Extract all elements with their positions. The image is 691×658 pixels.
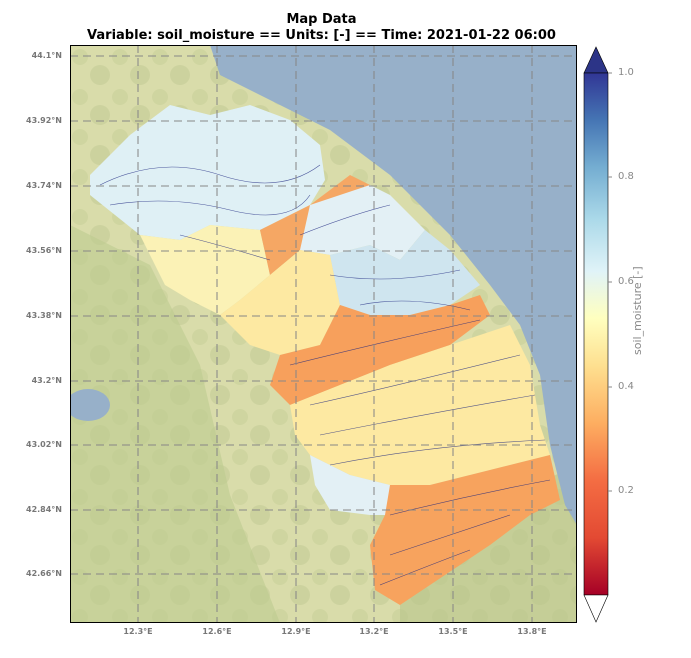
basin-blue-mid bbox=[330, 230, 480, 315]
basin-yellow-west bbox=[140, 225, 270, 315]
map-frame bbox=[70, 45, 577, 623]
basin-south-yellow bbox=[290, 325, 550, 485]
lat-tick: 43.38°N bbox=[26, 311, 62, 320]
basin-orange-2 bbox=[270, 295, 490, 405]
lat-tick: 44.1°N bbox=[31, 51, 62, 60]
trasimeno-lake bbox=[70, 389, 110, 421]
lon-tick: 12.3°E bbox=[123, 627, 153, 636]
colorbar-tick: 0.2 bbox=[618, 485, 634, 496]
lat-tick: 43.2°N bbox=[31, 376, 62, 385]
colorbar-tick: 1.0 bbox=[618, 67, 634, 78]
lat-tick: 42.66°N bbox=[26, 569, 62, 578]
lon-tick: 13.8°E bbox=[517, 627, 547, 636]
basin-light-mid bbox=[300, 185, 425, 260]
colorbar-gradient bbox=[583, 72, 609, 596]
lat-tick: 42.84°N bbox=[26, 505, 62, 514]
lon-tick: 12.6°E bbox=[202, 627, 232, 636]
basin-yellow-mid bbox=[220, 250, 340, 355]
colorbar-max-extend bbox=[583, 46, 609, 74]
map-panel bbox=[70, 45, 577, 623]
map-gridlines bbox=[70, 45, 577, 623]
colorbar-tick: 0.4 bbox=[618, 381, 634, 392]
lon-tick: 12.9°E bbox=[281, 627, 311, 636]
basin-north-light bbox=[90, 105, 325, 240]
colorbar-label: soil_moisture [-] bbox=[631, 266, 644, 355]
colorbar bbox=[583, 46, 612, 623]
adriatic-sea bbox=[210, 45, 577, 525]
colorbar-tick: 0.6 bbox=[618, 276, 634, 287]
lat-tick: 43.02°N bbox=[26, 440, 62, 449]
lat-tick: 43.74°N bbox=[26, 181, 62, 190]
colorbar-tick: 0.8 bbox=[618, 171, 634, 182]
lon-tick: 13.2°E bbox=[359, 627, 389, 636]
basin-south-light bbox=[310, 455, 400, 515]
lat-tick: 43.56°N bbox=[26, 246, 62, 255]
lon-tick: 13.5°E bbox=[438, 627, 468, 636]
river-network bbox=[99, 164, 551, 586]
colorbar-min-extend bbox=[583, 594, 609, 623]
map-subtitle: Variable: soil_moisture == Units: [-] ==… bbox=[87, 28, 556, 43]
lat-tick: 43.92°N bbox=[26, 116, 62, 125]
hill-relief bbox=[70, 225, 280, 623]
map-title: Map Data bbox=[286, 12, 357, 27]
